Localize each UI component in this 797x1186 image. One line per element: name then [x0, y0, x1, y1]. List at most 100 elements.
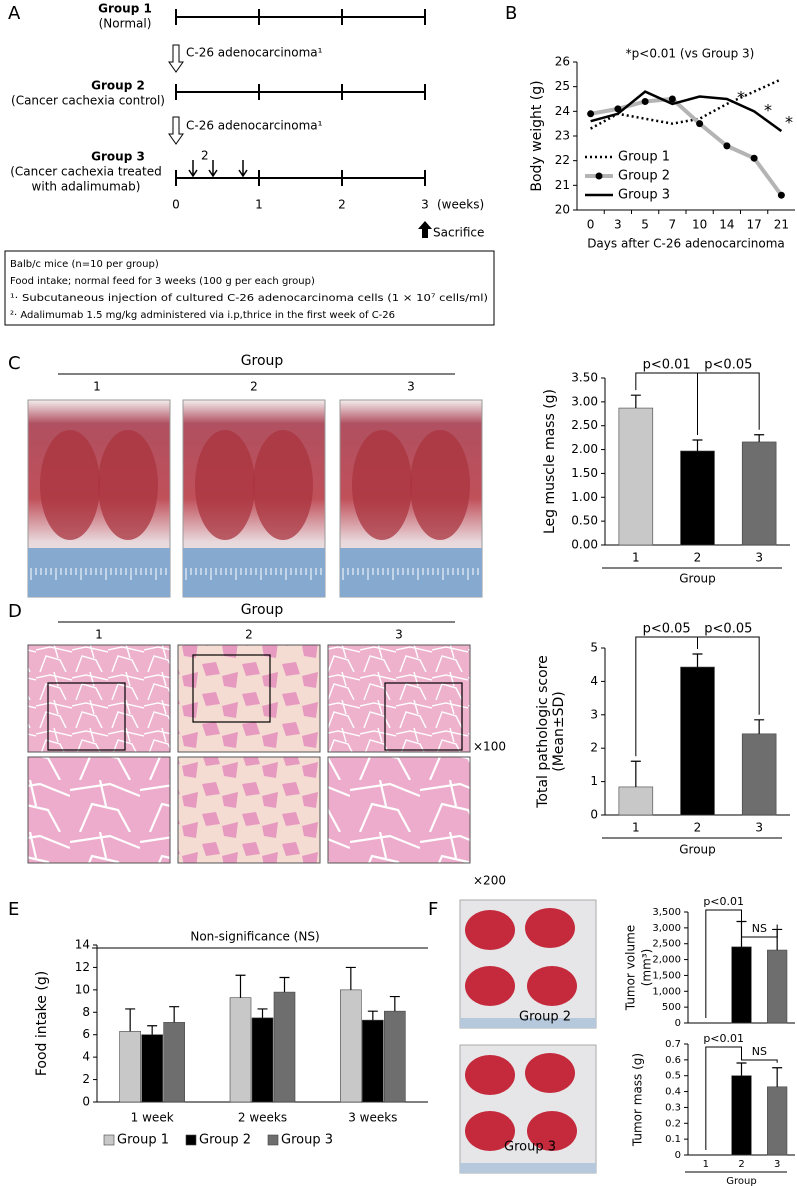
- error-bar: [754, 719, 765, 734]
- y-axis-label: Leg muscle mass (g): [542, 389, 558, 534]
- bar: [618, 407, 654, 546]
- note-line: Food intake; normal feed for 3 weeks (10…: [10, 276, 315, 287]
- bar: [731, 1075, 752, 1156]
- x-tick-label: 17: [746, 218, 761, 232]
- error-bar: [257, 1008, 268, 1018]
- y-tick-label: 0.6: [665, 1055, 681, 1066]
- significance-label: p<0.05: [704, 358, 752, 373]
- bar: [273, 991, 296, 1103]
- tumor: [527, 1111, 577, 1151]
- y-tick-label: 3,000: [652, 923, 681, 934]
- bar: [618, 786, 654, 816]
- chart-note: *p<0.01 (vs Group 3): [626, 47, 755, 61]
- x-tick-label: 2: [694, 821, 702, 835]
- panel-label: B: [505, 3, 517, 24]
- series-line: [590, 96, 783, 197]
- x-tick-label: 3: [774, 1159, 780, 1170]
- y-tick-label: 21: [555, 178, 570, 192]
- ruler-ticks: [30, 568, 167, 580]
- y-axis-label: (Mean±SD): [551, 691, 567, 771]
- y-tick-label: 0: [590, 808, 598, 822]
- y-tick-label: 3: [590, 707, 598, 721]
- photo-group: 2: [250, 380, 258, 394]
- schedule: [4, 9, 495, 326]
- legend-swatch: [185, 1134, 197, 1146]
- y-tick-label: 1.50: [571, 466, 598, 480]
- dose-arrows: [188, 160, 248, 178]
- error-bar: [367, 1010, 378, 1021]
- x-tick-label: 3: [614, 218, 622, 232]
- dose-mark: 2: [201, 149, 209, 163]
- group-desc: (Normal): [99, 17, 152, 31]
- bar: [680, 450, 715, 546]
- point: [750, 154, 758, 162]
- y-tick-label: 0.50: [571, 514, 598, 528]
- tumor: [465, 910, 515, 950]
- significance-bracket: [741, 1058, 778, 1063]
- significance-bracket: [705, 1046, 742, 1150]
- panel-label: D: [8, 601, 22, 622]
- significance-mark: *: [785, 113, 793, 132]
- ruler-ticks: [185, 568, 322, 580]
- panel-label: E: [8, 899, 19, 920]
- magnification: ×100: [473, 740, 506, 754]
- week-unit: (weeks): [437, 198, 484, 212]
- bar: [163, 1022, 185, 1103]
- error-bar: [389, 995, 400, 1012]
- significance-bracket: [741, 916, 778, 938]
- histology-x200: [177, 756, 321, 864]
- tumor: [465, 966, 515, 1006]
- endpoint: Sacrifice: [433, 226, 484, 240]
- group-name: Group 3: [91, 150, 145, 164]
- y-tick-label: 500: [662, 1002, 681, 1013]
- y-tick-label: 24: [555, 104, 570, 118]
- y-tick-label: 0.3: [665, 1102, 681, 1113]
- panel-label: F: [428, 899, 438, 920]
- point: [777, 191, 785, 199]
- zoom-box: [384, 682, 463, 751]
- point: [641, 97, 649, 105]
- significance-bracket: [697, 636, 760, 715]
- week-label: 0: [172, 198, 180, 212]
- tumor: [527, 966, 577, 1006]
- photo-title: Group: [241, 602, 284, 618]
- tumor: [525, 1053, 575, 1093]
- y-axis-label: Food intake (g): [34, 971, 50, 1076]
- x-tick-label: 1: [703, 1159, 709, 1170]
- y-tick-label: 22: [555, 153, 570, 167]
- error-bar: [169, 1006, 180, 1023]
- week-label: 3: [421, 198, 429, 212]
- group-desc: (Cancer cachexia treated: [10, 165, 162, 179]
- x-tick-label: 14: [719, 218, 734, 232]
- annotation: Non-significance (NS): [190, 930, 319, 944]
- muscle: [253, 430, 313, 540]
- x-tick-label: 1 week: [131, 1111, 174, 1125]
- tumor: [465, 1111, 515, 1151]
- y-tick-label: 0.00: [571, 538, 598, 552]
- significance-label: NS: [752, 1045, 767, 1058]
- y-tick-label: 2.00: [571, 442, 598, 456]
- y-tick-label: 0.5: [665, 1071, 681, 1082]
- y-tick-label: 0: [675, 1150, 681, 1161]
- y-tick-label: 12: [75, 960, 90, 974]
- histology-x200: [327, 756, 471, 864]
- bar: [340, 989, 362, 1103]
- y-tick-label: 25: [555, 79, 570, 93]
- bar: [141, 1034, 163, 1103]
- y-tick-label: 8: [82, 1005, 90, 1019]
- photo-caption: Group 3: [504, 1140, 556, 1155]
- note-line: Balb/c mice (n=10 per group): [10, 259, 159, 270]
- histology-x100: [27, 644, 171, 753]
- y-tick-label: 3,500: [652, 907, 681, 918]
- magnification: ×200: [473, 874, 506, 888]
- y-axis-label: Tumor volume: [624, 925, 638, 1011]
- photo-group: 3: [395, 628, 403, 642]
- tumor: [525, 908, 575, 948]
- tumor: [465, 1055, 515, 1095]
- x-tick-label: 3: [755, 551, 763, 565]
- x-tick-label: 2 weeks: [238, 1111, 287, 1125]
- bar: [731, 946, 752, 1024]
- histology-x100: [177, 644, 321, 753]
- panel-label: A: [8, 3, 21, 24]
- y-axis-label: Body weight (g): [529, 80, 545, 191]
